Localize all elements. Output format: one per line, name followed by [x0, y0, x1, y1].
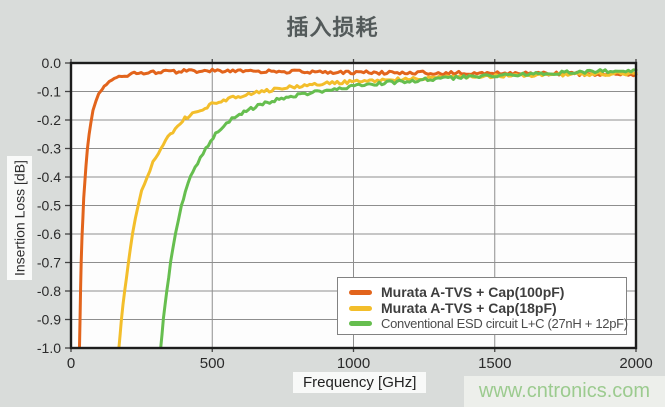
- watermark-text: www.cntronics.com: [478, 380, 651, 402]
- legend-item-conventional-esd: Conventional ESD circuit L+C (27nH + 12p…: [349, 316, 628, 331]
- legend-label: Conventional ESD circuit L+C (27nH + 12p…: [381, 316, 628, 331]
- svg-text:0.0: 0.0: [42, 55, 62, 71]
- x-axis-label: Frequency [GHz]: [293, 372, 427, 393]
- svg-text:-0.1: -0.1: [37, 84, 61, 100]
- svg-text:-0.2: -0.2: [37, 112, 61, 128]
- watermark: www.cntronics.com: [464, 376, 665, 407]
- series-curve-2: [159, 68, 638, 349]
- svg-text:1500: 1500: [478, 355, 511, 372]
- svg-text:-0.7: -0.7: [37, 255, 61, 271]
- legend-swatch-orange: [349, 289, 372, 295]
- svg-text:2000: 2000: [619, 355, 652, 372]
- legend: Murata A-TVS + Cap(100pF) Murata A-TVS +…: [337, 277, 628, 335]
- svg-text:-0.9: -0.9: [37, 312, 61, 328]
- y-axis-label: Insertion Loss [dB]: [7, 156, 32, 280]
- x-tick-labels: 0 500 1000 1500 2000: [67, 355, 653, 372]
- legend-label: Murata A-TVS + Cap(18pF): [381, 300, 557, 316]
- y-tick-labels: 0.0 -0.1 -0.2 -0.3 -0.4 -0.5 -0.6 -0.7 -0.8 -0.9 -…: [37, 55, 61, 356]
- legend-swatch-green: [349, 321, 372, 326]
- legend-label: Murata A-TVS + Cap(100pF): [381, 284, 565, 300]
- svg-text:-0.5: -0.5: [37, 198, 61, 214]
- svg-text:-0.6: -0.6: [37, 226, 61, 242]
- svg-text:500: 500: [200, 355, 225, 372]
- chart-title: 插入损耗: [286, 15, 379, 40]
- svg-text:-0.3: -0.3: [37, 141, 61, 157]
- legend-item-murata-100pf: Murata A-TVS + Cap(100pF): [349, 284, 618, 300]
- svg-text:1000: 1000: [337, 355, 370, 372]
- legend-item-murata-18pf: Murata A-TVS + Cap(18pF): [349, 300, 618, 316]
- svg-text:-1.0: -1.0: [37, 340, 61, 356]
- svg-text:-0.4: -0.4: [37, 169, 61, 185]
- plot-border: [69, 61, 638, 350]
- legend-swatch-yellow: [349, 305, 372, 311]
- svg-text:0: 0: [67, 355, 75, 372]
- svg-text:-0.8: -0.8: [37, 283, 61, 299]
